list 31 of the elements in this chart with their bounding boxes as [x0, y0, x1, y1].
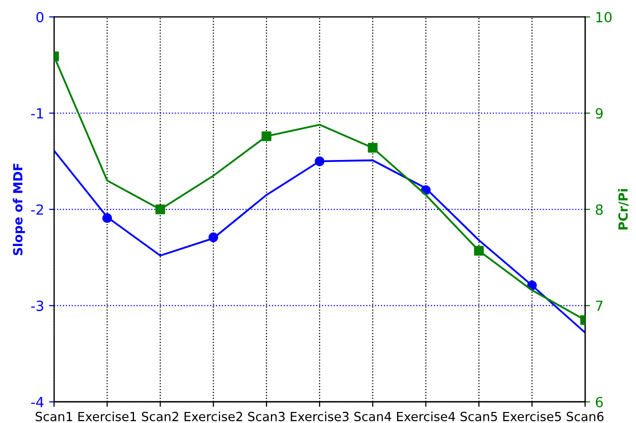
- y2-tick-label: 6: [596, 396, 603, 408]
- y-tick-label: 0: [36, 12, 44, 22]
- point: [155, 204, 166, 214]
- y-tick-label: -1: [31, 108, 44, 118]
- x-tick-label: Scan4: [354, 412, 392, 422]
- point: [102, 213, 112, 223]
- x-tick-label: Scan5: [460, 412, 497, 422]
- y2-axis-title: PCr/Pi: [618, 189, 629, 230]
- y-axis-title: Slope of MDF: [12, 164, 25, 256]
- y2-tick-label: 7: [596, 300, 602, 311]
- x-tick-label: Exercise3: [290, 412, 349, 422]
- x-tick-label: Scan2: [142, 412, 178, 422]
- x-tick-label: Exercise4: [397, 412, 456, 422]
- line-series: [54, 150, 586, 334]
- y-tick-label: -2: [31, 204, 43, 215]
- y2-tick-label: 8: [596, 204, 603, 215]
- x-tick-label: Exercise1: [78, 412, 136, 422]
- y2-tick-label: 9: [596, 108, 603, 119]
- y2-tick-label: 10: [596, 12, 612, 22]
- point: [368, 142, 378, 153]
- y-tick-label: -3: [31, 300, 44, 312]
- point: [208, 232, 218, 242]
- x-tick-label: Scan3: [248, 412, 285, 422]
- x-tick-label: Exercise2: [184, 412, 242, 422]
- x-tick-label: Scan1: [36, 412, 72, 422]
- x-tick-label: Exercise5: [503, 412, 561, 422]
- point: [474, 246, 484, 256]
- point: [314, 156, 324, 166]
- x-tick-label: Scan6: [566, 412, 604, 422]
- y-tick-label: -4: [31, 397, 44, 408]
- point: [262, 131, 272, 142]
